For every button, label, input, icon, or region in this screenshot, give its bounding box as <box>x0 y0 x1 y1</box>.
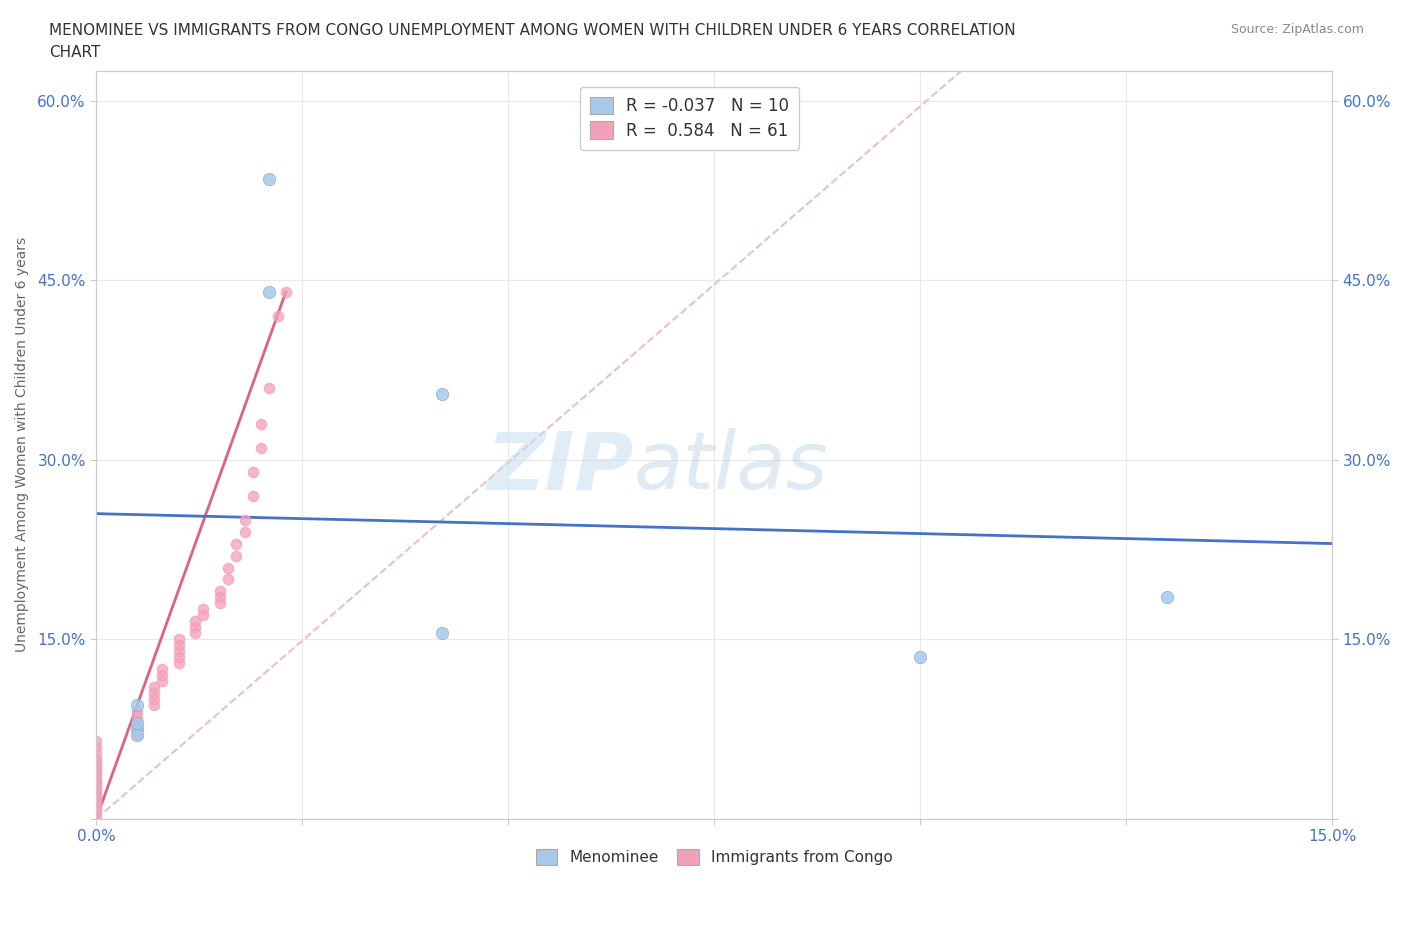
Point <box>84 746 107 761</box>
Point <box>167 656 190 671</box>
Point <box>84 805 107 820</box>
Point <box>242 488 264 503</box>
Point <box>208 584 231 599</box>
Point <box>432 626 454 641</box>
Point <box>184 614 207 629</box>
Text: ZIP: ZIP <box>486 429 634 506</box>
Point <box>217 572 239 587</box>
Point <box>127 722 149 737</box>
Point <box>167 644 190 658</box>
Point <box>167 631 190 646</box>
Point <box>184 620 207 635</box>
Point <box>127 698 149 712</box>
Point <box>142 685 165 700</box>
Point <box>259 285 281 299</box>
Point <box>150 673 173 688</box>
Point <box>127 722 149 737</box>
Point <box>908 650 931 665</box>
Point <box>127 710 149 724</box>
Point <box>84 751 107 766</box>
Point <box>84 773 107 788</box>
Point <box>84 739 107 754</box>
Point <box>127 727 149 742</box>
Text: atlas: atlas <box>634 429 828 506</box>
Point <box>84 766 107 781</box>
Point <box>150 662 173 677</box>
Point <box>84 781 107 796</box>
Point <box>84 761 107 776</box>
Point <box>193 602 215 617</box>
Y-axis label: Unemployment Among Women with Children Under 6 years: Unemployment Among Women with Children U… <box>15 237 30 652</box>
Point <box>84 777 107 792</box>
Point <box>84 758 107 773</box>
Text: MENOMINEE VS IMMIGRANTS FROM CONGO UNEMPLOYMENT AMONG WOMEN WITH CHILDREN UNDER : MENOMINEE VS IMMIGRANTS FROM CONGO UNEMP… <box>49 23 1015 38</box>
Point <box>127 727 149 742</box>
Point <box>225 536 247 551</box>
Text: CHART: CHART <box>49 45 101 60</box>
Point <box>250 441 273 456</box>
Point <box>84 800 107 815</box>
Point <box>127 716 149 731</box>
Text: Source: ZipAtlas.com: Source: ZipAtlas.com <box>1230 23 1364 36</box>
Point <box>432 387 454 402</box>
Point <box>208 596 231 611</box>
Point <box>233 525 256 539</box>
Point <box>142 692 165 707</box>
Point <box>84 788 107 803</box>
Point <box>184 626 207 641</box>
Point <box>259 171 281 186</box>
Point <box>127 716 149 731</box>
Point <box>84 790 107 804</box>
Point <box>84 776 107 790</box>
Point <box>167 638 190 653</box>
Point <box>84 797 107 812</box>
Point <box>84 764 107 778</box>
Point <box>142 698 165 712</box>
Point <box>225 548 247 563</box>
Point <box>84 785 107 800</box>
Point <box>259 380 281 395</box>
Point <box>217 560 239 575</box>
Legend: Menominee, Immigrants from Congo: Menominee, Immigrants from Congo <box>530 843 898 871</box>
Point <box>274 285 297 299</box>
Point <box>208 590 231 604</box>
Point <box>84 793 107 808</box>
Point <box>84 734 107 749</box>
Point <box>84 802 107 817</box>
Point <box>193 608 215 623</box>
Point <box>142 680 165 695</box>
Point <box>127 704 149 719</box>
Point <box>266 309 288 324</box>
Point <box>250 417 273 432</box>
Point <box>84 769 107 784</box>
Point <box>167 650 190 665</box>
Point <box>242 464 264 479</box>
Point <box>233 512 256 527</box>
Point <box>1156 590 1178 604</box>
Point <box>150 668 173 683</box>
Point <box>84 811 107 826</box>
Point <box>84 754 107 769</box>
